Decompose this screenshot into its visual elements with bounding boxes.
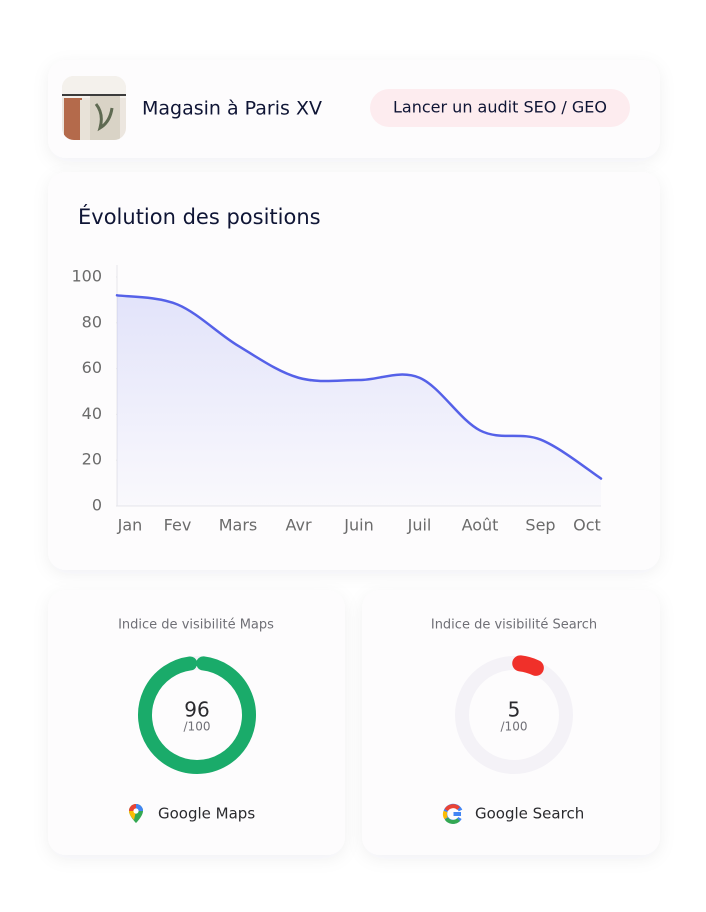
audit-button-bg[interactable] bbox=[370, 89, 630, 127]
y-tick-label: 0 bbox=[92, 496, 102, 515]
chart-title: Évolution des positions bbox=[78, 204, 321, 229]
area bbox=[117, 295, 601, 506]
y-tick-label: 80 bbox=[82, 312, 102, 331]
x-tick-label: Août bbox=[462, 516, 499, 535]
gauge-max: /100 bbox=[184, 720, 211, 734]
x-tick-label: Jan bbox=[117, 516, 143, 535]
google-g-icon bbox=[442, 803, 463, 824]
x-tick-label: Juil bbox=[407, 516, 432, 535]
line-chart: 0 20 40 60 80 100 Jan Fev Mars Avr Juin Juil Août Sep… bbox=[71, 265, 603, 535]
x-tick-label: Mars bbox=[219, 516, 258, 535]
line bbox=[115, 294, 603, 480]
gauge-value: 5 bbox=[508, 698, 521, 722]
gauge-max: /100 bbox=[501, 720, 528, 734]
gauge: Indice de visibilité Maps 96/100 Google Ma… bbox=[118, 618, 274, 823]
y-tick-label: 40 bbox=[82, 404, 102, 423]
y-tick-label: 60 bbox=[82, 358, 102, 377]
gauge-arc bbox=[512, 655, 544, 676]
gauge-value: 96 bbox=[184, 698, 209, 722]
x-tick-label: Juin bbox=[343, 516, 373, 535]
gauge: Indice de visibilité Search 5/100 Google S… bbox=[431, 618, 597, 823]
google-maps-icon bbox=[129, 804, 143, 823]
store-thumbnail bbox=[62, 76, 126, 140]
gauge-title: Indice de visibilité Maps bbox=[118, 618, 274, 633]
x-tick-label: Avr bbox=[285, 516, 311, 535]
gauge-source: Google Maps bbox=[158, 805, 255, 823]
audit-button-label[interactable]: Lancer un audit SEO / GEO bbox=[393, 98, 607, 117]
x-tick-label: Oct bbox=[573, 516, 601, 535]
gauge-card bbox=[48, 590, 345, 855]
store-name: Magasin à Paris XV bbox=[142, 98, 322, 120]
y-tick-label: 100 bbox=[71, 267, 102, 286]
gauge-arc bbox=[138, 656, 256, 774]
gauge-title: Indice de visibilité Search bbox=[431, 618, 597, 633]
gauge-card bbox=[362, 590, 660, 855]
audit-button[interactable]: Lancer un audit SEO / GEO bbox=[370, 89, 630, 127]
gauge-source: Google Search bbox=[475, 805, 584, 823]
x-tick-label: Sep bbox=[525, 516, 555, 535]
y-tick-label: 20 bbox=[82, 450, 102, 469]
x-tick-label: Fev bbox=[164, 516, 192, 535]
header-card bbox=[48, 60, 660, 158]
